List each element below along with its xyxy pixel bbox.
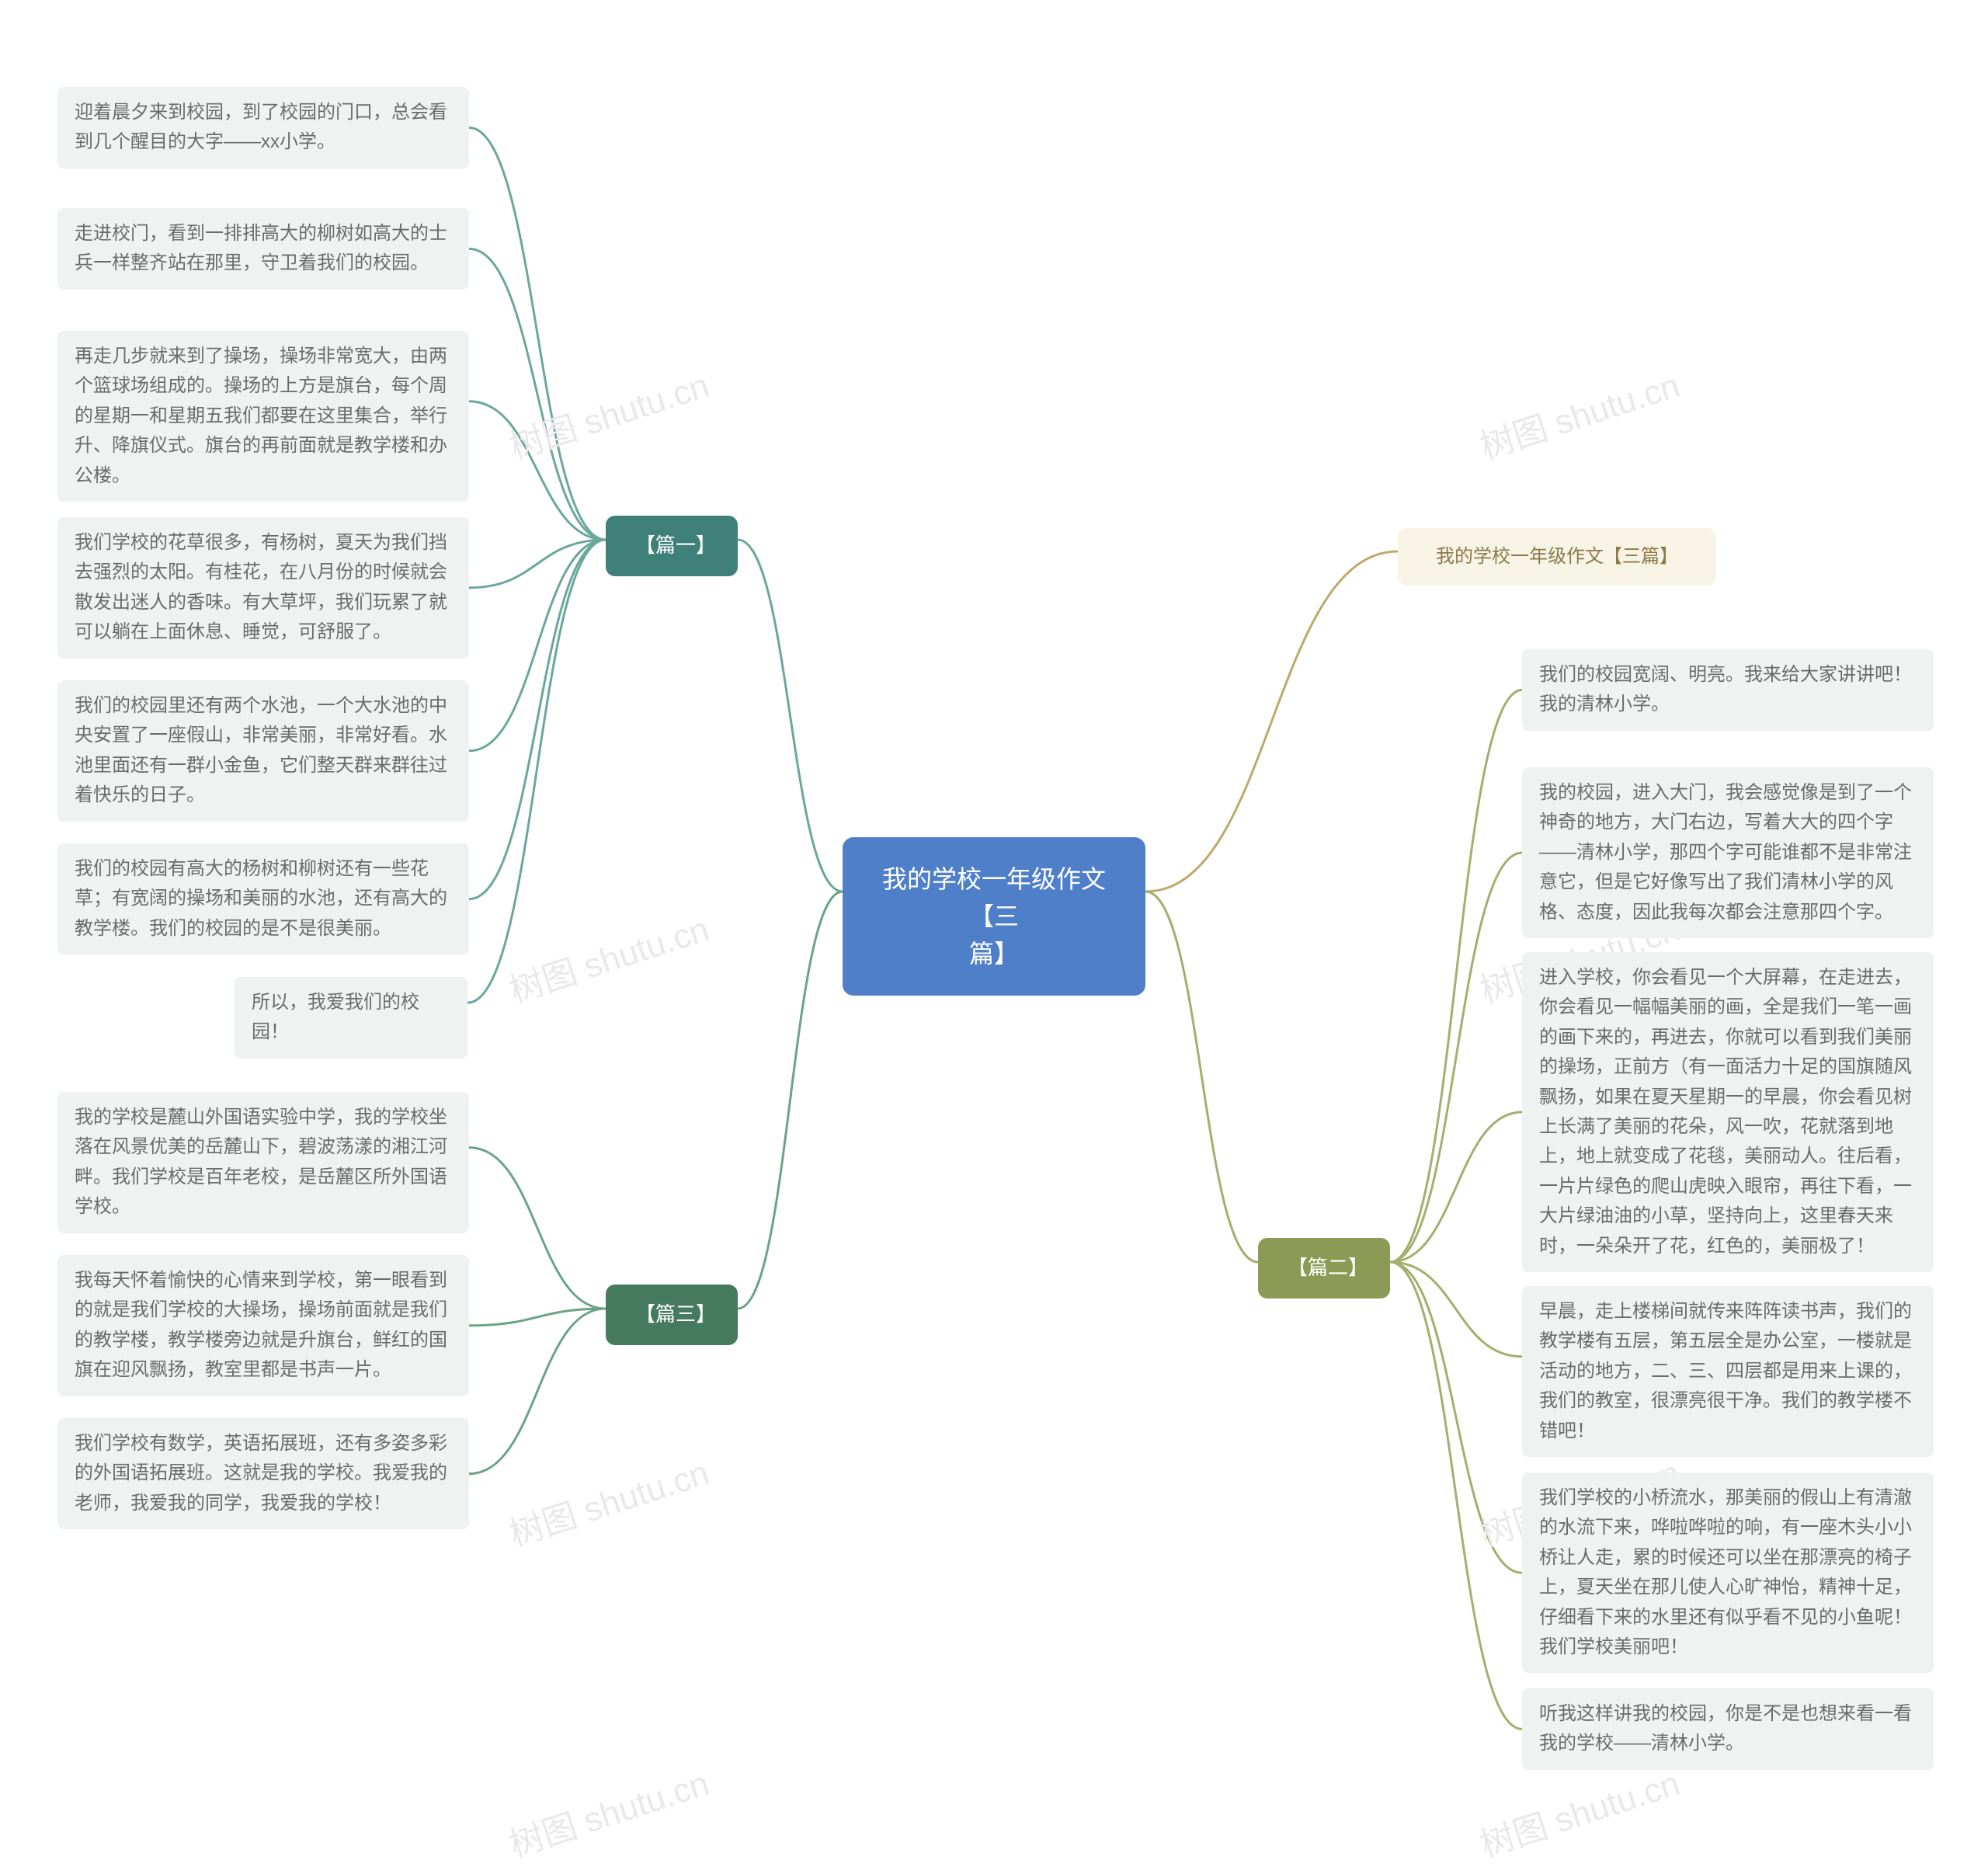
leaf-p1-4: 我们的校园里还有两个水池，一个大水池的中央安置了一座假山，非常美丽，非常好看。水… bbox=[57, 680, 469, 822]
branch-p3[interactable]: 【篇三】 bbox=[606, 1285, 738, 1345]
mindmap-canvas: 树图 shutu.cn 树图 shutu.cn 树图 shutu.cn 树图 shut… bbox=[0, 0, 1988, 1854]
watermark: 树图 shutu.cn bbox=[1473, 357, 1685, 468]
leaf-p1-3: 我们学校的花草很多，有杨树，夏天为我们挡去强烈的太阳。有桂花，在八月份的时候就会… bbox=[57, 517, 469, 659]
leaf-p2-5: 听我这样讲我的校园，你是不是也想来看一看我的学校——清林小学。 bbox=[1522, 1688, 1934, 1770]
leaf-p1-6: 所以，我爱我们的校园！ bbox=[235, 977, 467, 1059]
branch-p2[interactable]: 【篇二】 bbox=[1258, 1238, 1390, 1299]
leaf-p3-2: 我们学校有数学，英语拓展班，还有多姿多彩的外国语拓展班。这就是我的学校。我爱我的… bbox=[57, 1418, 469, 1529]
leaf-p1-5: 我们的校园有高大的杨树和柳树还有一些花草；有宽阔的操场和美丽的水池，还有高大的教… bbox=[57, 843, 469, 954]
watermark: 树图 shutu.cn bbox=[1473, 1755, 1685, 1866]
leaf-p2-4: 我们学校的小桥流水，那美丽的假山上有清澈的水流下来，哗啦哗啦的响，有一座木头小小… bbox=[1522, 1472, 1934, 1673]
leaf-p2-2: 进入学校，你会看见一个大屏幕，在走进去，你会看见一幅幅美丽的画，全是我们一笔一画… bbox=[1522, 952, 1934, 1272]
watermark: 树图 shutu.cn bbox=[502, 901, 714, 1012]
leaf-p1-1: 走进校门，看到一排排高大的柳树如高大的士兵一样整齐站在那里，守卫着我们的校园。 bbox=[57, 208, 469, 290]
leaf-p2-1: 我的校园，进入大门，我会感觉像是到了一个神奇的地方，大门右边，写着大大的四个字—… bbox=[1522, 767, 1934, 938]
watermark: 树图 shutu.cn bbox=[502, 1445, 714, 1556]
leaf-p3-1: 我每天怀着愉快的心情来到学校，第一眼看到的就是我们学校的大操场，操场前面就是我们… bbox=[57, 1255, 469, 1396]
branch-p1[interactable]: 【篇一】 bbox=[606, 516, 738, 576]
watermark: 树图 shutu.cn bbox=[502, 357, 714, 468]
leaf-p2-0: 我们的校园宽阔、明亮。我来给大家讲讲吧！我的清林小学。 bbox=[1522, 649, 1934, 731]
leaf-p1-2: 再走几步就来到了操场，操场非常宽大，由两个篮球场组成的。操场的上方是旗台，每个周… bbox=[57, 331, 469, 502]
leaf-p2-3: 早晨，走上楼梯间就传来阵阵读书声，我们的教学楼有五层，第五层全是办公室，一楼就是… bbox=[1522, 1286, 1934, 1457]
center-topic[interactable]: 我的学校一年级作文【三篇】 bbox=[843, 837, 1145, 996]
leaf-p3-0: 我的学校是麓山外国语实验中学，我的学校坐落在风景优美的岳麓山下，碧波荡漾的湘江河… bbox=[57, 1092, 469, 1233]
watermark: 树图 shutu.cn bbox=[502, 1755, 714, 1866]
leaf-p1-0: 迎着晨夕来到校园，到了校园的门口，总会看到几个醒目的大字——xx小学。 bbox=[57, 87, 469, 169]
right-link[interactable]: 我的学校一年级作文【三篇】 bbox=[1398, 528, 1716, 586]
